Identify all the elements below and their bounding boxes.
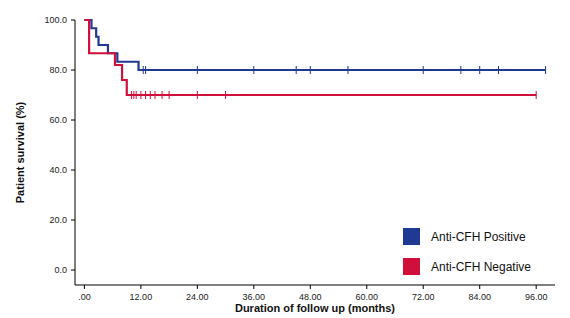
censor-mark (545, 66, 546, 74)
censor-mark (197, 66, 198, 74)
y-tick-label: 60.0 (49, 115, 67, 125)
x-tick (197, 285, 198, 289)
y-tick-label: 20.0 (49, 215, 67, 225)
y-tick (71, 20, 75, 21)
censor-mark (169, 91, 170, 99)
x-tick (423, 285, 424, 289)
censor-mark (479, 66, 480, 74)
y-tick (71, 170, 75, 171)
x-tick-label: 36.00 (243, 292, 266, 302)
x-tick (366, 285, 367, 289)
x-tick (310, 285, 311, 289)
censor-mark (296, 66, 297, 74)
chart-container: 0.0 20.0 40.0 60.0 80.0 100.0 .00 12.00 24.00 36.… (0, 0, 570, 318)
censor-mark (140, 91, 141, 99)
censor-mark (460, 66, 461, 74)
x-tick (140, 285, 141, 289)
x-axis-label: Duration of follow up (months) (235, 302, 395, 314)
survival-line (84, 20, 545, 70)
x-tick-label: 84.00 (468, 292, 491, 302)
legend-label: Anti-CFH Negative (431, 260, 531, 274)
x-tick-label: 12.00 (130, 292, 153, 302)
plot-area (84, 20, 545, 99)
x-tick (253, 285, 254, 289)
survival-line (84, 20, 536, 95)
x-tick (84, 285, 85, 289)
censor-mark (310, 66, 311, 74)
censor-mark (145, 66, 146, 74)
censor-mark (498, 66, 499, 74)
y-axis-label: Patient survival (%) (14, 101, 26, 203)
censor-mark (253, 66, 254, 74)
y-tick-label: 0.0 (54, 265, 67, 275)
y-tick-label: 80.0 (49, 65, 67, 75)
x-tick-label: 96.00 (525, 292, 548, 302)
y-tick (71, 270, 75, 271)
x-tick-label: 48.00 (299, 292, 322, 302)
censor-mark (136, 91, 137, 99)
x-tick-label: 60.00 (355, 292, 378, 302)
censor-mark (197, 91, 198, 99)
background (0, 0, 570, 318)
y-tick-label: 100.0 (44, 15, 67, 25)
censor-mark (162, 91, 163, 99)
x-tick (479, 285, 480, 289)
censor-mark (347, 66, 348, 74)
censor-mark (131, 91, 132, 99)
censor-mark (143, 66, 144, 74)
censor-mark (155, 91, 156, 99)
censor-mark (225, 91, 226, 99)
censor-mark (536, 91, 537, 99)
y-tick-label: 40.0 (49, 165, 67, 175)
censor-mark (133, 91, 134, 99)
chart-svg: 0.0 20.0 40.0 60.0 80.0 100.0 .00 12.00 24.00 36.… (0, 0, 570, 318)
legend-label: Anti-CFH Positive (431, 230, 526, 244)
legend-swatch (403, 228, 420, 245)
censor-mark (423, 66, 424, 74)
x-axis-line (75, 285, 555, 286)
y-tick (71, 120, 75, 121)
censor-mark (150, 91, 151, 99)
y-tick (71, 220, 75, 221)
legend: Anti-CFH Positive Anti-CFH Negative (403, 228, 531, 275)
y-axis-line (75, 20, 76, 285)
legend-swatch (403, 258, 420, 275)
censor-mark (145, 91, 146, 99)
x-tick-label: 24.00 (186, 292, 209, 302)
x-tick-label: 72.00 (412, 292, 435, 302)
y-tick (71, 70, 75, 71)
x-tick (536, 285, 537, 289)
x-tick-label: .00 (78, 292, 91, 302)
